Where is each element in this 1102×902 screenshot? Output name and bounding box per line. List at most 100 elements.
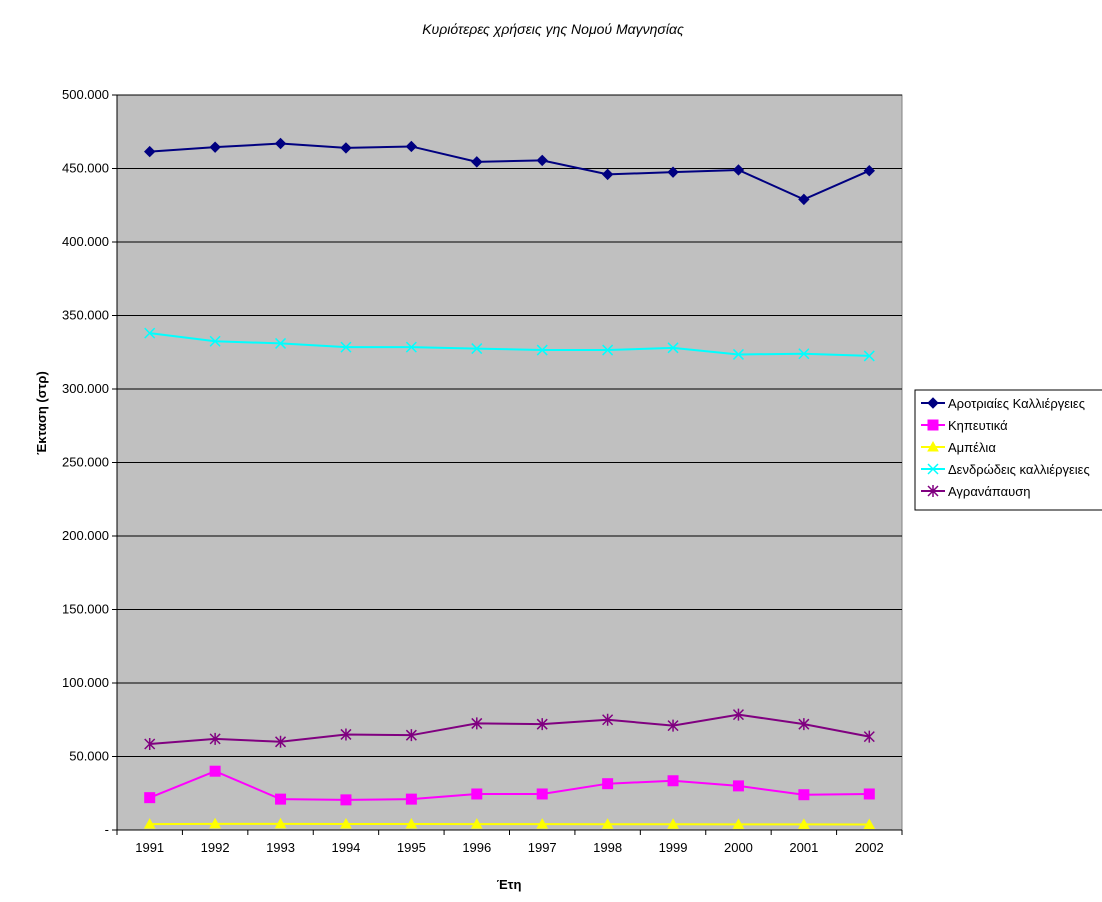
data-point: [405, 140, 418, 153]
data-point: [274, 817, 287, 829]
data-point: [340, 341, 352, 353]
data-point: [863, 818, 876, 830]
data-point: [798, 718, 810, 731]
x-tick-label: 1995: [397, 840, 426, 855]
series-line: [149, 713, 870, 746]
y-tick-label: 150.000: [62, 602, 109, 617]
y-tick-label: 500.000: [62, 87, 109, 102]
data-point: [144, 792, 156, 804]
x-tick-label: 1998: [593, 840, 622, 855]
data-point: [471, 717, 483, 730]
data-point: [471, 343, 483, 355]
legend-marker: [927, 463, 939, 475]
data-point: [732, 348, 744, 360]
data-point: [340, 817, 352, 829]
data-point: [667, 166, 679, 178]
data-point: [209, 732, 221, 745]
data-point: [471, 156, 483, 168]
legend-box: [914, 389, 1102, 511]
data-point: [405, 793, 417, 805]
data-point: [863, 350, 875, 362]
x-tick-label: 1992: [201, 840, 230, 855]
data-point: [144, 145, 156, 158]
legend-marker: [927, 419, 939, 431]
y-tick-label: 400.000: [62, 234, 109, 249]
data-point: [340, 142, 352, 154]
x-axis-title: Έτη: [497, 877, 522, 892]
data-point: [209, 765, 221, 777]
series-line: [149, 332, 870, 357]
series-line: [149, 822, 870, 826]
y-tick-label: 350.000: [62, 308, 109, 323]
x-tick-label: 1997: [528, 840, 557, 855]
legend-marker: [927, 397, 939, 409]
data-point: [536, 154, 548, 167]
data-point: [667, 342, 679, 354]
data-point: [798, 818, 810, 829]
data-point: [144, 738, 156, 751]
data-point: [405, 341, 417, 353]
data-point: [863, 164, 875, 177]
legend-entry: Δενδρώδεις καλλιέργειες: [948, 462, 1090, 477]
data-point: [405, 729, 417, 742]
data-point: [798, 193, 810, 206]
data-point: [602, 344, 614, 356]
x-tick-label: 1991: [135, 840, 164, 855]
data-point: [471, 788, 483, 800]
data-point: [602, 713, 614, 726]
y-tick-label: 100.000: [62, 675, 109, 690]
y-axis-title: Έκταση (στρ): [34, 371, 49, 455]
data-point: [209, 141, 221, 153]
y-tick-label: 450.000: [62, 161, 109, 176]
data-point: [732, 164, 745, 176]
y-tick-label: 50.000: [69, 749, 109, 764]
legend: Αροτριαίες Καλλιέργειες Κηπευτικά Αμπέλια Δ…: [914, 389, 1102, 511]
data-point: [732, 818, 745, 829]
series-line: [149, 142, 870, 201]
data-point: [143, 818, 156, 829]
data-point: [536, 718, 548, 731]
data-point: [667, 719, 679, 732]
legend-entry: Κηπευτικά: [948, 418, 1008, 433]
data-point: [602, 778, 614, 790]
data-point: [798, 789, 810, 801]
data-point: [732, 780, 744, 792]
legend-marker: [927, 440, 939, 452]
y-tick-label: -: [105, 822, 109, 837]
data-point: [863, 788, 875, 800]
data-point: [536, 818, 549, 829]
data-point: [798, 348, 810, 360]
x-tick-label: 2001: [789, 840, 818, 855]
data-point: [209, 335, 221, 347]
data-point: [863, 730, 875, 743]
y-tick-label: 250.000: [62, 455, 109, 470]
y-tick-label: 300.000: [62, 381, 109, 396]
x-tick-label: 2002: [855, 840, 884, 855]
x-tick-label: 1994: [331, 840, 360, 855]
data-point: [275, 735, 287, 748]
data-point: [732, 708, 744, 721]
data-point: [536, 344, 548, 356]
legend-entry: Αμπέλια: [948, 440, 996, 455]
x-tick-label: 1996: [462, 840, 491, 855]
y-tick-label: 200.000: [62, 528, 109, 543]
chart-title: Κυριότερες χρήσεις γης Νομού Μαγνησίας: [422, 21, 684, 37]
legend-marker: [927, 485, 939, 497]
x-tick-label: 2000: [724, 840, 753, 855]
data-point: [601, 818, 614, 829]
data-point: [405, 817, 418, 829]
data-point: [144, 327, 156, 339]
legend-entry: Αροτριαίες Καλλιέργειες: [948, 396, 1085, 411]
data-point: [274, 137, 287, 150]
data-point: [209, 817, 221, 829]
data-point: [340, 728, 352, 741]
data-point: [470, 818, 483, 829]
x-tick-label: 1999: [659, 840, 688, 855]
x-tick-label: 1993: [266, 840, 295, 855]
data-point: [667, 775, 679, 787]
legend-entry: Αγρανάπαυση: [948, 484, 1031, 499]
data-point: [275, 793, 287, 805]
data-point: [667, 818, 679, 829]
series-line: [149, 770, 870, 801]
